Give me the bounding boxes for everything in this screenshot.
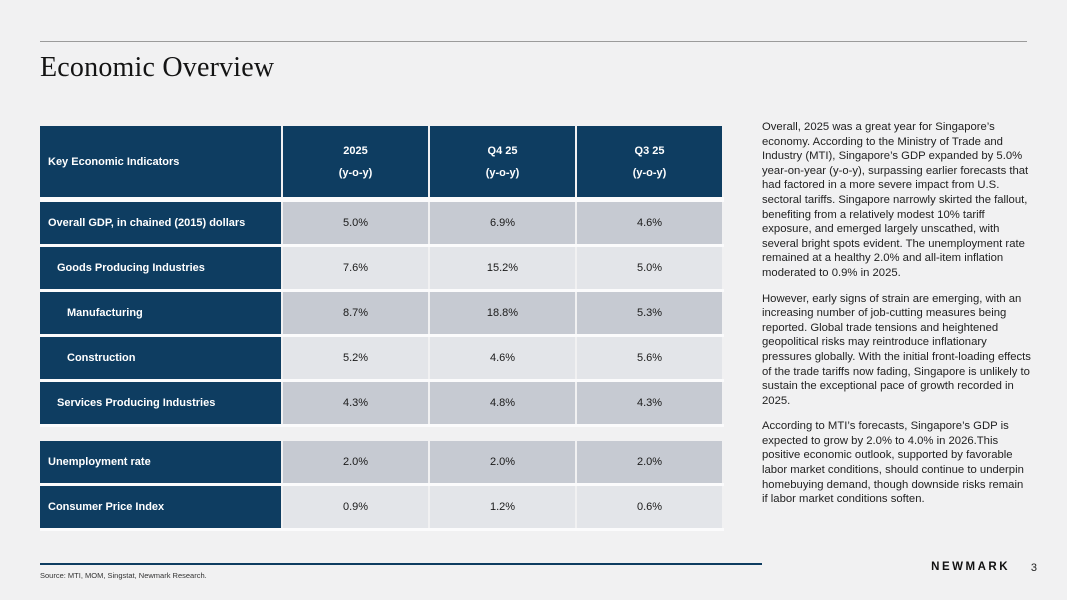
table-row-construction: Construction 5.2% 4.6% 5.6% <box>40 337 724 382</box>
indicators-table: Key Economic Indicators 2025 (y-o-y) Q4 … <box>40 126 724 531</box>
header-period: 2025 <box>343 144 368 157</box>
cell-value: 4.6% <box>577 202 722 244</box>
commentary-paragraph-3: According to MTI’s forecasts, Singapore’… <box>762 420 1024 506</box>
row-label: Overall GDP, in chained (2015) dollars <box>40 202 281 244</box>
newmark-logo: NEWMARK <box>931 561 1010 573</box>
cell-value: 8.7% <box>283 292 428 334</box>
table-row-goods-producing: Goods Producing Industries 7.6% 15.2% 5.… <box>40 247 724 292</box>
cell-value: 5.6% <box>577 337 722 379</box>
header-unit: (y-o-y) <box>485 166 520 179</box>
commentary-paragraph-1: Overall, 2025 was a great year for Singa… <box>762 121 1029 279</box>
header-period: Q4 25 <box>487 144 518 157</box>
row-label: Consumer Price Index <box>40 486 281 528</box>
cell-value: 18.8% <box>430 292 575 334</box>
cell-value: 2.0% <box>283 441 428 483</box>
cell-value: 5.3% <box>577 292 722 334</box>
cell-value: 0.6% <box>577 486 722 528</box>
table-header-label: Key Economic Indicators <box>40 126 281 197</box>
table-block-gap <box>40 427 724 441</box>
header-period: Q3 25 <box>634 144 665 157</box>
table-row-services-producing: Services Producing Industries 4.3% 4.8% … <box>40 382 724 427</box>
commentary: Overall, 2025 was a great year for Singa… <box>762 120 1032 518</box>
table-row-unemployment: Unemployment rate 2.0% 2.0% 2.0% <box>40 441 724 486</box>
footer-divider <box>40 563 762 565</box>
page-title: Economic Overview <box>40 52 275 83</box>
cell-value: 4.8% <box>430 382 575 424</box>
row-label: Construction <box>40 337 281 379</box>
cell-value: 5.0% <box>577 247 722 289</box>
table-header-col-2025: 2025 (y-o-y) <box>283 126 428 197</box>
row-label: Manufacturing <box>40 292 281 334</box>
cell-value: 7.6% <box>283 247 428 289</box>
cell-value: 1.2% <box>430 486 575 528</box>
top-divider <box>40 41 1027 42</box>
table-row-manufacturing: Manufacturing 8.7% 18.8% 5.3% <box>40 292 724 337</box>
cell-value: 4.3% <box>283 382 428 424</box>
cell-value: 5.2% <box>283 337 428 379</box>
page-number: 3 <box>1030 562 1037 574</box>
cell-value: 0.9% <box>283 486 428 528</box>
cell-value: 4.6% <box>430 337 575 379</box>
commentary-paragraph-2: However, early signs of strain are emerg… <box>762 292 1031 407</box>
cell-value: 5.0% <box>283 202 428 244</box>
table-header-col-q3: Q3 25 (y-o-y) <box>577 126 722 197</box>
row-label: Services Producing Industries <box>40 382 281 424</box>
table-header-col-q4: Q4 25 (y-o-y) <box>430 126 575 197</box>
header-unit: (y-o-y) <box>632 166 667 179</box>
table-row-overall-gdp: Overall GDP, in chained (2015) dollars 5… <box>40 202 724 247</box>
source-note: Source: MTI, MOM, Singstat, Newmark Rese… <box>40 571 207 580</box>
cell-value: 15.2% <box>430 247 575 289</box>
table-header-row: Key Economic Indicators 2025 (y-o-y) Q4 … <box>40 126 724 202</box>
cell-value: 2.0% <box>430 441 575 483</box>
row-label: Unemployment rate <box>40 441 281 483</box>
cell-value: 6.9% <box>430 202 575 244</box>
cell-value: 2.0% <box>577 441 722 483</box>
row-label: Goods Producing Industries <box>40 247 281 289</box>
header-unit: (y-o-y) <box>338 166 373 179</box>
table-row-cpi: Consumer Price Index 0.9% 1.2% 0.6% <box>40 486 724 531</box>
cell-value: 4.3% <box>577 382 722 424</box>
